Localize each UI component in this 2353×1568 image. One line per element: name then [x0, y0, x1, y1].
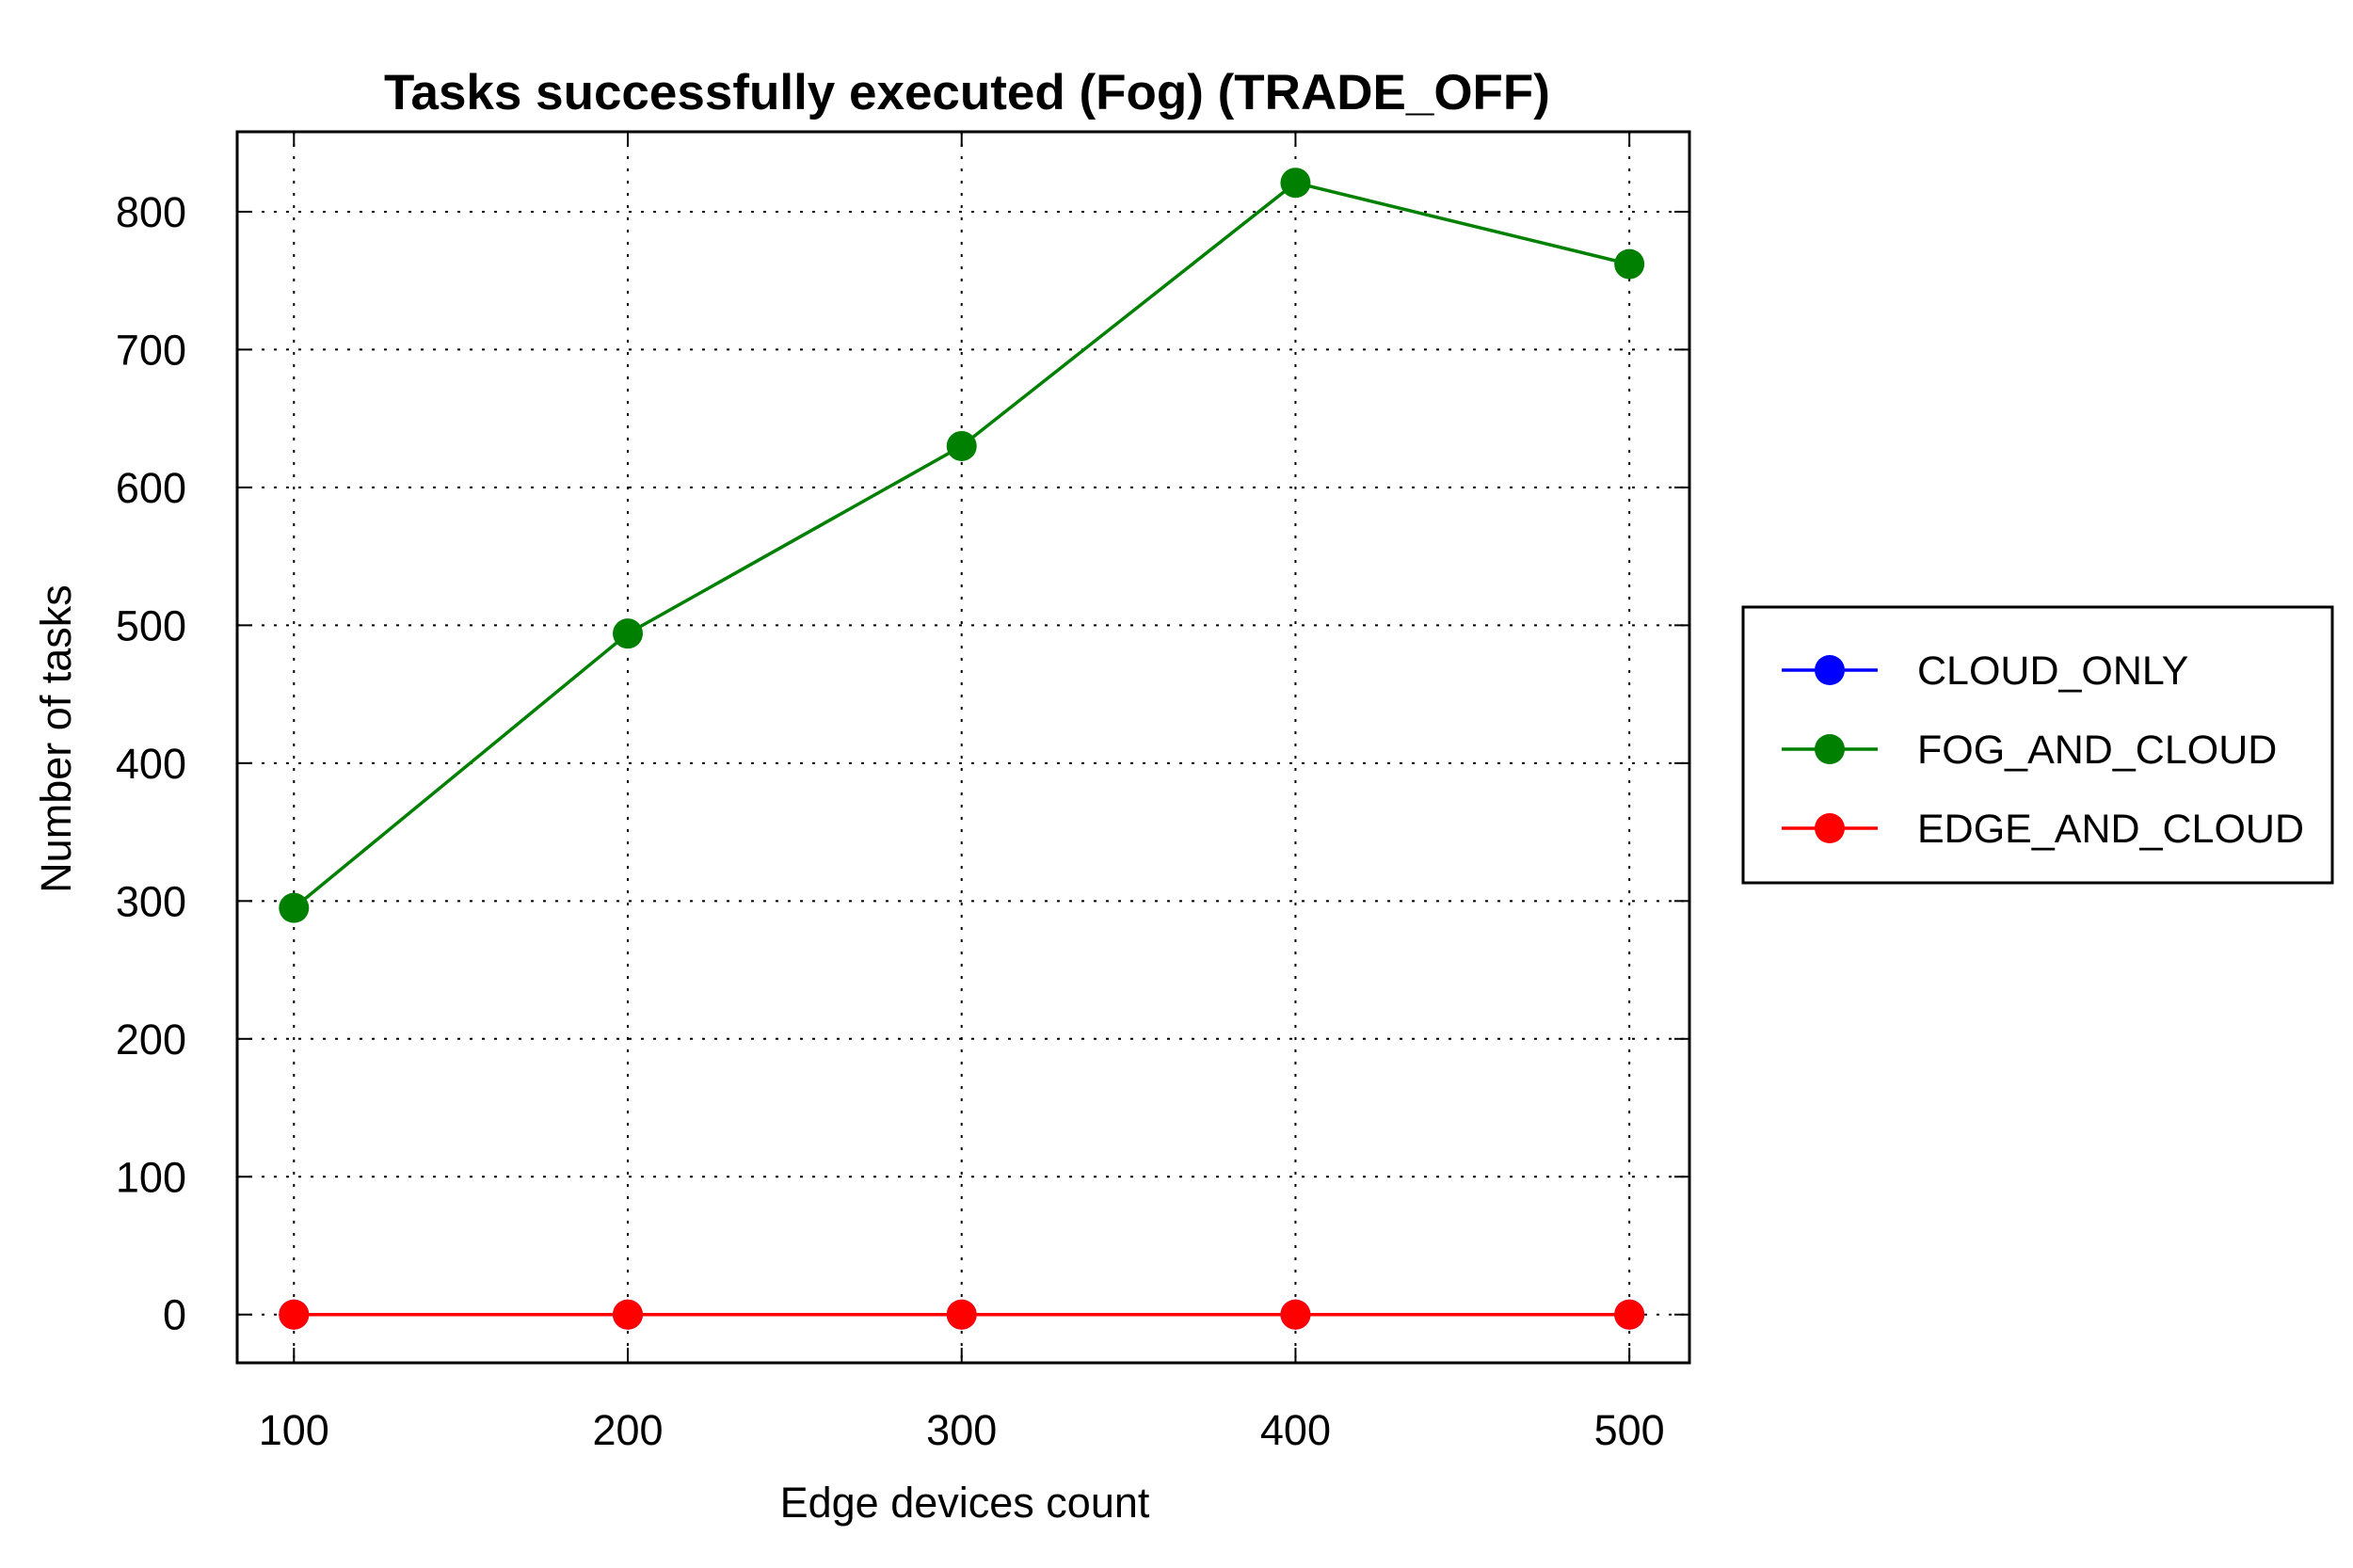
data-point	[613, 618, 644, 649]
x-tick-label: 500	[1594, 1406, 1665, 1454]
legend-marker	[1815, 813, 1845, 843]
legend: CLOUD_ONLY FOG_AND_CLOUD EDGE_AND_CLOUD	[1741, 605, 2334, 885]
y-axis-label: Number of tasks	[32, 584, 80, 893]
y-tick-label: 500	[116, 601, 186, 649]
x-tick-label: 100	[259, 1406, 329, 1454]
y-tick-label: 700	[116, 326, 186, 374]
data-point	[613, 1299, 644, 1330]
legend-item: CLOUD_ONLY	[1782, 648, 2188, 694]
x-tick-label: 300	[926, 1406, 997, 1454]
x-axis-label: Edge devices count	[780, 1479, 1150, 1527]
y-tick-label: 400	[116, 740, 186, 788]
data-point	[279, 892, 310, 923]
y-tick-label: 300	[116, 877, 186, 925]
legend-item: FOG_AND_CLOUD	[1782, 728, 2277, 773]
data-point	[946, 1299, 977, 1330]
data-point	[279, 1299, 310, 1330]
legend-marker	[1815, 655, 1845, 685]
data-point	[946, 430, 977, 461]
series	[279, 168, 1645, 1330]
data-point	[1280, 168, 1311, 199]
legend-item: EDGE_AND_CLOUD	[1782, 807, 2304, 852]
series-edge-and-cloud	[279, 1299, 1645, 1330]
chart-title: Tasks successfully executed (Fog) (TRADE…	[384, 65, 1550, 120]
data-point	[1280, 1299, 1311, 1330]
y-tick-label: 200	[116, 1016, 186, 1064]
series-fog-and-cloud	[279, 168, 1645, 923]
tick-labels: 100 200 300 400 500 0 100 200 300 400 500 600 700 800	[116, 188, 1665, 1454]
plot-frame	[235, 130, 1691, 1365]
data-point	[1614, 1299, 1645, 1330]
y-tick-label: 100	[116, 1153, 186, 1201]
legend-label: FOG_AND_CLOUD	[1917, 728, 2277, 773]
legend-label: CLOUD_ONLY	[1917, 648, 2188, 694]
axis-ticks	[237, 132, 1689, 1363]
data-point	[1614, 248, 1645, 280]
x-tick-label: 200	[592, 1406, 663, 1454]
legend-label: EDGE_AND_CLOUD	[1917, 807, 2304, 852]
legend-marker	[1815, 734, 1845, 764]
y-tick-label: 800	[116, 188, 186, 236]
x-tick-label: 400	[1260, 1406, 1331, 1454]
y-tick-label: 0	[163, 1291, 186, 1339]
y-tick-label: 600	[116, 464, 186, 512]
